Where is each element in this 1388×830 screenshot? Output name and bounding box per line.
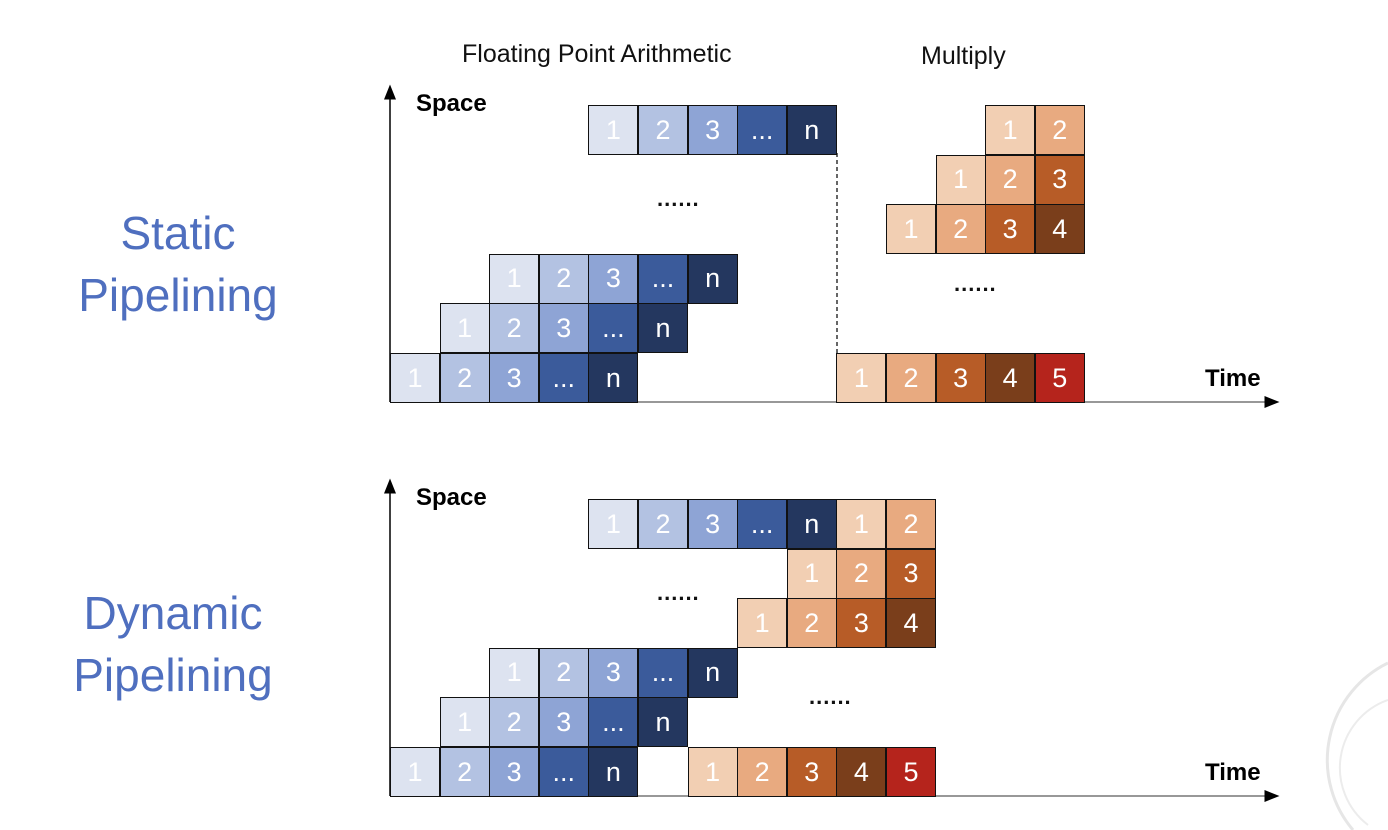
pipeline-cell-blue: 2 <box>538 253 589 304</box>
pipeline-cell-orange: 2 <box>786 598 837 649</box>
space-axis-label: Space <box>416 484 487 511</box>
ellipsis: ...... <box>657 186 700 211</box>
pipeline-cell-orange: 2 <box>935 204 986 255</box>
pipeline-cell-blue: 1 <box>489 253 540 304</box>
pipeline-cell-blue: 3 <box>687 499 738 549</box>
pipeline-cell-orange: 2 <box>836 548 887 599</box>
pipeline-cell-blue: n <box>786 499 837 549</box>
time-axis-label: Time <box>1205 365 1261 392</box>
pipeline-cell-blue: 2 <box>439 747 490 797</box>
dynamic-pipelining-label: Dynamic Pipelining <box>23 582 323 706</box>
pipeline-cell-blue: ... <box>638 253 688 304</box>
pipeline-cell-blue: n <box>588 353 639 403</box>
ellipsis: ...... <box>809 684 852 709</box>
pipeline-cell-blue: ... <box>737 105 788 155</box>
pipeline-cell-orange: 1 <box>935 154 986 205</box>
pipeline-cell-orange: 3 <box>836 598 887 649</box>
ellipsis: ...... <box>954 271 997 296</box>
pipeline-cell-blue: ... <box>588 697 639 748</box>
pipeline-cell-blue: 2 <box>489 697 540 748</box>
pipeline-cell-orange: 1 <box>836 499 887 549</box>
pipeline-cell-blue: 3 <box>588 647 639 698</box>
space-axis-label: Space <box>416 90 487 117</box>
pipeline-cell-blue: 2 <box>638 499 688 549</box>
pipeline-cell-blue: n <box>687 253 738 304</box>
pipeline-cell-orange: 1 <box>737 598 788 649</box>
pipeline-cell-blue: 3 <box>687 105 738 155</box>
pipeline-cell-blue: 2 <box>638 105 688 155</box>
pipeline-cell-blue: ... <box>538 353 589 403</box>
pipeline-cell-blue: 3 <box>489 353 540 403</box>
pipeline-cell-orange: 2 <box>737 747 788 797</box>
pipeline-cell-blue: 2 <box>439 353 490 403</box>
pipeline-cell-blue: ... <box>638 647 688 698</box>
pipeline-cell-blue: n <box>638 697 688 748</box>
pipeline-cell-blue: n <box>638 303 688 354</box>
pipeline-cell-orange: 3 <box>935 353 986 403</box>
pipeline-cell-blue: n <box>786 105 837 155</box>
pipeline-cell-orange: 1 <box>786 548 837 599</box>
pipeline-cell-blue: 3 <box>538 303 589 354</box>
pipeline-cell-blue: ... <box>588 303 639 354</box>
pipeline-cell-blue: 1 <box>588 105 639 155</box>
pipeline-cell-blue: ... <box>737 499 788 549</box>
pipeline-cell-blue: 2 <box>489 303 540 354</box>
pipeline-cell-blue: 1 <box>390 353 440 403</box>
pipeline-cell-orange: 2 <box>985 154 1036 205</box>
pipeline-cell-orange: 4 <box>886 598 936 649</box>
pipeline-cell-orange: 2 <box>1034 105 1085 155</box>
pipeline-cell-orange: 4 <box>985 353 1036 403</box>
static-label-line2: Pipelining <box>78 269 278 321</box>
static-pipelining-label: Static Pipelining <box>28 202 328 326</box>
static-label-line1: Static <box>120 207 236 259</box>
pipeline-cell-orange: 1 <box>886 204 936 255</box>
dynamic-label-line2: Pipelining <box>73 649 273 701</box>
pipeline-cell-blue: 1 <box>390 747 440 797</box>
pipeline-cell-orange: 1 <box>985 105 1036 155</box>
pipeline-cell-orange: 3 <box>886 548 936 599</box>
pipeline-cell-orange: 2 <box>886 499 936 549</box>
pipeline-cell-orange: 1 <box>687 747 738 797</box>
ellipsis: ...... <box>657 580 700 605</box>
pipeline-cell-orange: 5 <box>1034 353 1085 403</box>
header-floating-point: Floating Point Arithmetic <box>462 40 732 68</box>
pipeline-cell-blue: 2 <box>538 647 589 698</box>
pipeline-cell-orange: 2 <box>886 353 936 403</box>
pipeline-cell-orange: 3 <box>985 204 1036 255</box>
pipeline-cell-blue: 3 <box>489 747 540 797</box>
pipeline-cell-orange: 3 <box>1034 154 1085 205</box>
pipeline-cell-orange: 1 <box>836 353 887 403</box>
pipeline-cell-blue: 3 <box>538 697 589 748</box>
pipeline-cell-blue: 1 <box>588 499 639 549</box>
pipeline-cell-orange: 5 <box>886 747 936 797</box>
pipeline-cell-blue: 1 <box>489 647 540 698</box>
pipeline-cell-orange: 3 <box>786 747 837 797</box>
pipeline-cell-blue: n <box>687 647 738 698</box>
pipeline-cell-blue: n <box>588 747 639 797</box>
pipeline-cell-blue: 1 <box>439 697 490 748</box>
pipeline-cell-orange: 4 <box>1034 204 1085 255</box>
header-multiply: Multiply <box>921 42 1006 70</box>
dynamic-label-line1: Dynamic <box>83 587 263 639</box>
time-axis-label: Time <box>1205 759 1261 786</box>
pipeline-cell-blue: 3 <box>588 253 639 304</box>
pipeline-cell-blue: 1 <box>439 303 490 354</box>
watermark-seal <box>1325 661 1388 830</box>
pipeline-cell-orange: 4 <box>836 747 887 797</box>
pipeline-cell-blue: ... <box>538 747 589 797</box>
watermark-seal-inner <box>1338 699 1388 826</box>
